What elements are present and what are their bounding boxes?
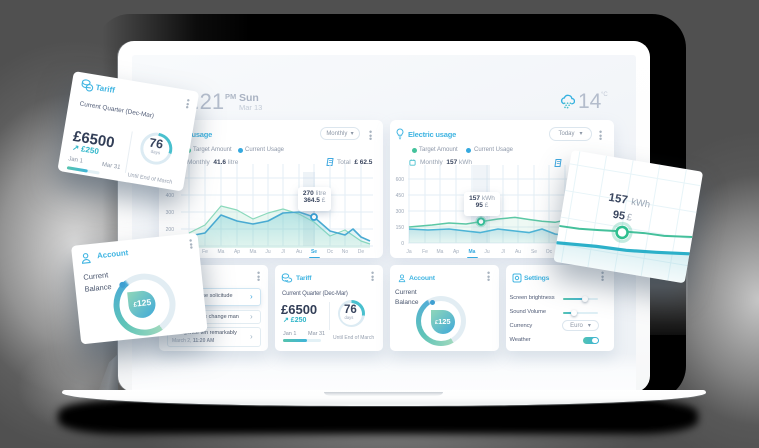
svg-text:450: 450	[396, 193, 405, 199]
svg-text:Se: Se	[311, 249, 317, 255]
svg-text:Fe: Fe	[422, 249, 428, 255]
svg-text:Oc: Oc	[327, 249, 334, 255]
svg-text:£: £	[626, 212, 634, 224]
svg-text:600: 600	[396, 177, 405, 183]
svg-text:Jl: Jl	[501, 249, 505, 255]
svg-text:Ap: Ap	[234, 249, 240, 255]
svg-text:Se: Se	[531, 249, 537, 255]
svg-text:Ma: Ma	[469, 249, 476, 255]
svg-text:Ja: Ja	[406, 249, 412, 255]
svg-text:Ju: Ju	[484, 249, 490, 255]
svg-text:Au: Au	[515, 249, 521, 255]
svg-text:kWh: kWh	[630, 197, 651, 211]
svg-text:Ap: Ap	[453, 249, 459, 255]
svg-text:300: 300	[396, 209, 405, 215]
svg-text:300: 300	[166, 210, 175, 216]
svg-text:De: De	[358, 249, 365, 255]
svg-text:Ma: Ma	[218, 249, 225, 255]
svg-text:0: 0	[401, 241, 404, 247]
svg-text:Fe: Fe	[202, 249, 208, 255]
svg-text:Ma: Ma	[250, 249, 257, 255]
svg-text:Ma: Ma	[437, 249, 444, 255]
svg-text:Au: Au	[296, 249, 302, 255]
svg-text:Ju: Ju	[265, 249, 271, 255]
svg-text:No: No	[342, 249, 349, 255]
svg-text:Oc: Oc	[546, 249, 553, 255]
svg-text:200: 200	[166, 227, 175, 233]
svg-text:Jl: Jl	[281, 249, 285, 255]
svg-text:400: 400	[166, 193, 175, 199]
svg-text:95: 95	[612, 209, 626, 223]
svg-text:157: 157	[608, 192, 629, 207]
svg-text:150: 150	[396, 225, 405, 231]
